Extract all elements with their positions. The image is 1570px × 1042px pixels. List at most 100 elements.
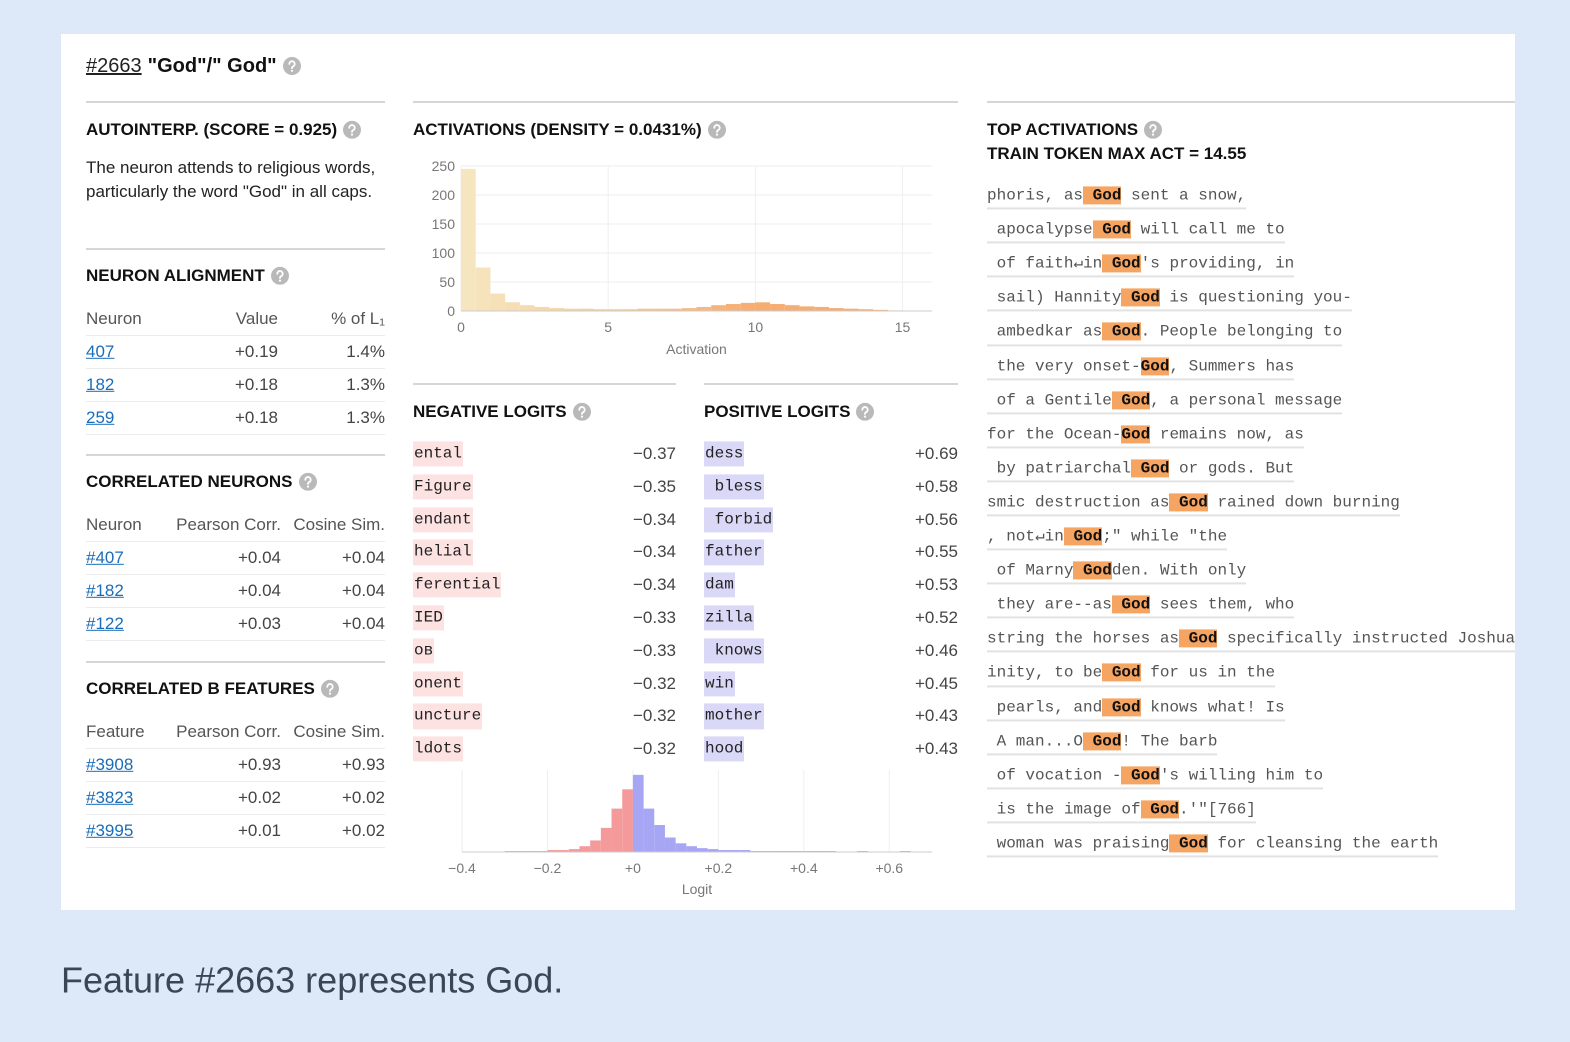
context-after: 's willing him to xyxy=(1159,766,1324,785)
logit-value: +0.43 xyxy=(914,738,958,758)
logit-value: −0.33 xyxy=(632,607,676,627)
context-after: .'"[766] xyxy=(1179,800,1256,819)
help-icon[interactable] xyxy=(856,402,875,421)
logit-value: −0.34 xyxy=(632,509,676,529)
logit-token: ldots xyxy=(413,736,464,762)
context-after: ! The barb xyxy=(1121,732,1218,750)
caption: Feature #2663 represents God. xyxy=(61,959,564,1001)
logit-token: mother xyxy=(704,703,764,729)
heading-text: POSITIVE LOGITS xyxy=(704,401,851,421)
row-separator xyxy=(86,748,385,749)
logit-token: dam xyxy=(704,572,735,598)
row-separator xyxy=(86,335,385,336)
activation-example: of a Gentile God, a personal message xyxy=(987,391,1343,415)
cell-value: +0.01 xyxy=(237,820,281,840)
autointerp-text: The neuron attends to religious words, p… xyxy=(86,158,376,201)
context-after: . People belonging to xyxy=(1140,322,1343,341)
activation-example: they are--as God sees them, who xyxy=(987,595,1295,619)
help-icon[interactable] xyxy=(1144,120,1163,139)
row-link[interactable]: 182 xyxy=(86,374,115,394)
row-link[interactable]: #122 xyxy=(86,613,124,633)
max-activation: TRAIN TOKEN MAX ACT = 14.55 xyxy=(987,143,1247,163)
active-token: God xyxy=(1102,663,1141,682)
logit-token: ferential xyxy=(413,572,502,598)
activation-example: for the Ocean-God remains now, as xyxy=(987,425,1304,449)
context-before: for the Ocean- xyxy=(987,425,1122,444)
active-token: God xyxy=(1121,288,1160,307)
context-before: pearls, and xyxy=(987,697,1103,716)
context-after: will call me to xyxy=(1131,220,1285,239)
row-link[interactable]: #182 xyxy=(86,580,124,600)
active-token: God xyxy=(1083,732,1122,750)
context-before: they are--as xyxy=(987,595,1112,614)
help-icon[interactable] xyxy=(343,120,362,139)
row-link[interactable]: #3995 xyxy=(86,820,134,840)
context-before: woman was praising xyxy=(987,834,1170,853)
heading-text: CORRELATED NEURONS xyxy=(86,471,293,491)
logit-value: +0.58 xyxy=(914,476,958,496)
column-header: Feature xyxy=(86,721,145,741)
active-token: God xyxy=(1131,459,1170,478)
logit-token: ов xyxy=(413,638,435,664)
row-link[interactable]: #407 xyxy=(86,547,124,567)
context-after: 's providing, in xyxy=(1140,254,1295,273)
logit-token: Figure xyxy=(413,474,473,500)
context-before: phoris, as xyxy=(987,186,1084,205)
active-token: God xyxy=(1169,834,1208,853)
context-before: is the image of xyxy=(987,800,1141,819)
row-link[interactable]: #3908 xyxy=(86,754,134,774)
row-link[interactable]: #3823 xyxy=(86,787,134,807)
context-after: for cleansing the earth xyxy=(1207,834,1439,853)
active-token: God xyxy=(1073,561,1112,580)
logit-value: +0.69 xyxy=(914,443,958,463)
context-after: , Summers has xyxy=(1169,356,1295,375)
help-icon[interactable] xyxy=(320,679,339,698)
active-token: God xyxy=(1140,800,1180,819)
context-before: the very onset- xyxy=(987,356,1141,375)
row-separator xyxy=(86,541,385,542)
activation-example: inity, to be God for us in the xyxy=(987,663,1276,687)
cell-value: +0.93 xyxy=(341,754,385,774)
column-header: Cosine Sim. xyxy=(293,721,385,741)
logit-token: hood xyxy=(704,736,745,762)
activation-example: smic destruction as God rained down burn… xyxy=(987,493,1400,517)
cell-value: +0.04 xyxy=(341,580,385,600)
row-separator xyxy=(86,368,385,369)
column-header: Neuron xyxy=(86,514,142,534)
row-link[interactable]: 259 xyxy=(86,407,115,427)
row-separator xyxy=(86,847,385,848)
context-before: , not↵in xyxy=(987,527,1064,546)
cell-value: +0.04 xyxy=(341,613,385,633)
logit-token: onent xyxy=(413,671,464,697)
section-heading: TOP ACTIVATIONS xyxy=(987,120,1163,140)
context-after: is questioning you- xyxy=(1159,288,1352,307)
cell-value: +0.18 xyxy=(234,374,278,394)
context-after: for us in the xyxy=(1140,663,1276,682)
context-before: A man...O xyxy=(987,732,1084,750)
feature-panel xyxy=(61,34,1515,910)
help-icon[interactable] xyxy=(270,266,289,285)
row-link[interactable]: 407 xyxy=(86,341,115,361)
section-rule xyxy=(86,248,385,250)
section-rule xyxy=(86,661,385,663)
cell-value: +0.04 xyxy=(237,580,281,600)
context-after: ;" while "the xyxy=(1102,527,1228,546)
help-icon[interactable] xyxy=(298,472,317,491)
activation-example: ambedkar as God. People belonging to xyxy=(987,322,1343,346)
active-token: God xyxy=(1179,629,1218,648)
active-token: God xyxy=(1102,254,1141,273)
context-after: or gods. But xyxy=(1169,459,1295,478)
activation-example: is the image of God.'"[766] xyxy=(987,800,1256,824)
section-rule xyxy=(86,101,385,103)
help-icon[interactable] xyxy=(707,120,726,139)
cell-value: 1.3% xyxy=(346,407,385,427)
context-after: rained down burning xyxy=(1207,493,1400,512)
help-icon[interactable] xyxy=(282,57,301,75)
context-before: ambedkar as xyxy=(987,322,1103,341)
feature-id[interactable]: #2663 xyxy=(86,55,142,77)
activation-example: sail) Hannity God is questioning you- xyxy=(987,288,1352,312)
heading-text: ACTIVATIONS (DENSITY = 0.0431%) xyxy=(413,119,702,139)
help-icon[interactable] xyxy=(572,402,591,421)
context-after: , a personal message xyxy=(1150,391,1343,409)
